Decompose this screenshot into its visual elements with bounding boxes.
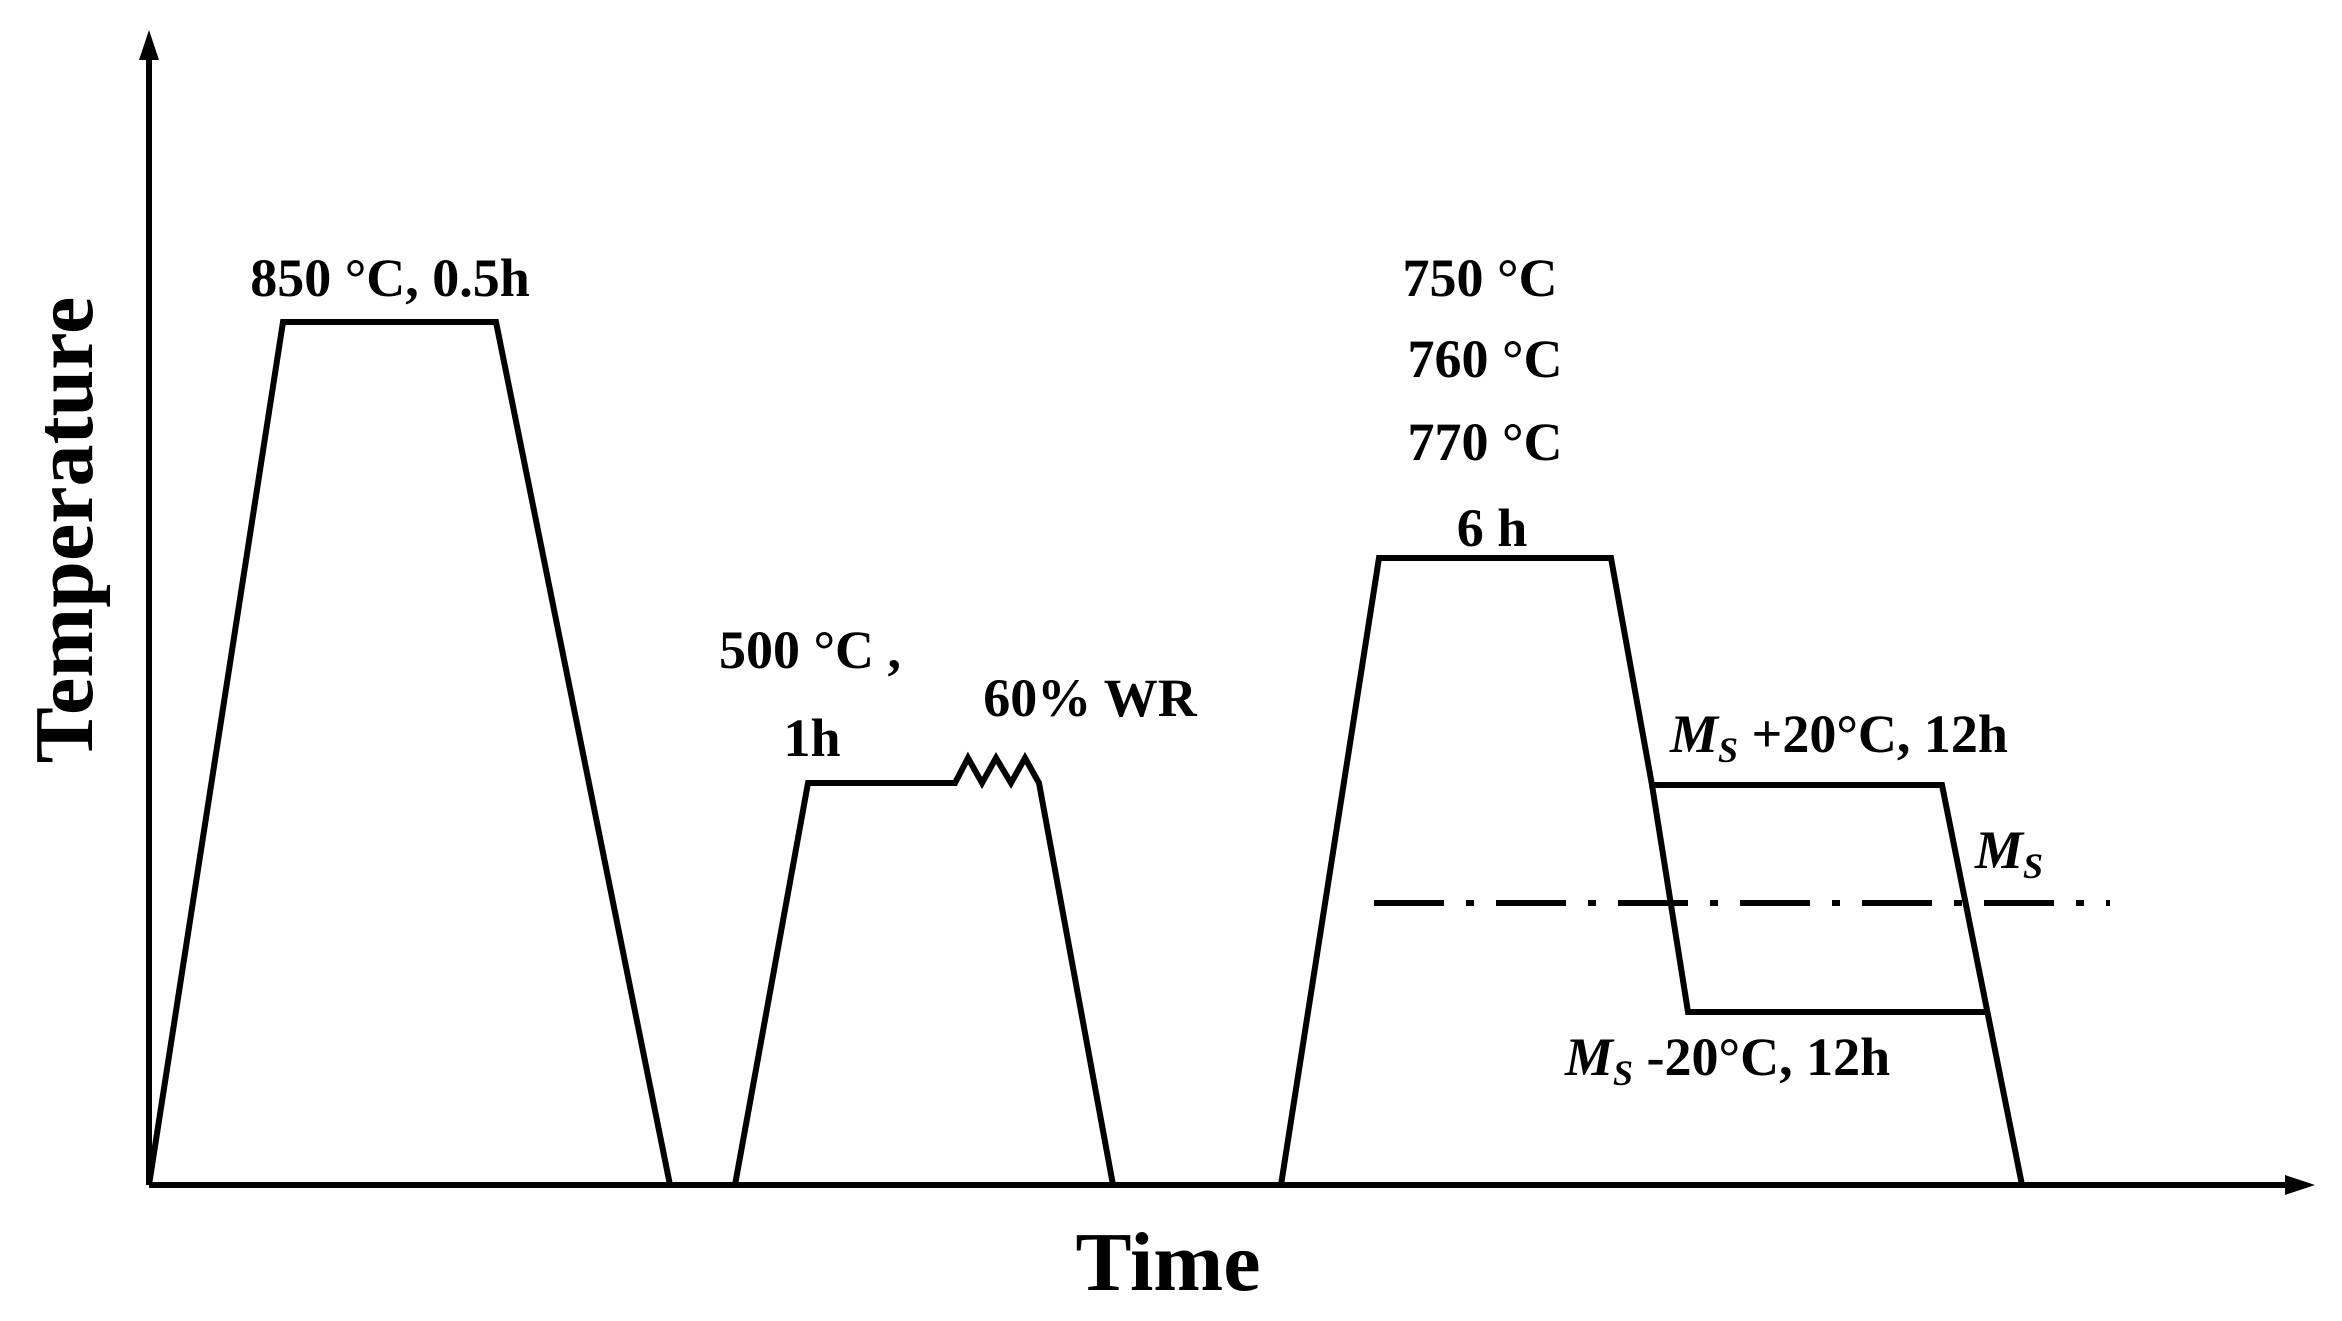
intercritical-profile: [1278, 555, 2025, 1186]
isothermal-above-label: MS +20°C, 12h: [1669, 704, 2008, 770]
warm-roll-time-label: 1h: [783, 708, 840, 768]
y-axis-label: Temperature: [18, 297, 111, 764]
intercritical-temp-1: 750 °C: [1402, 248, 1557, 308]
austenitize-profile: [146, 319, 673, 1186]
isothermal-below-label: MS -20°C, 12h: [1564, 1027, 1890, 1093]
intercritical-time-label: 6 h: [1457, 498, 1528, 558]
warm-roll-reduction-label: 60% WR: [983, 668, 1198, 728]
warm-roll-temp-label: 500 °C ,: [719, 620, 901, 680]
austenitize-label: 850 °C, 0.5h: [250, 248, 530, 308]
y-axis-arrow-icon: [139, 30, 159, 60]
intercritical-temp-3: 770 °C: [1407, 412, 1562, 472]
ms-label: MS: [1974, 820, 2043, 886]
x-axis-arrow-icon: [2285, 1175, 2315, 1195]
x-axis-label: Time: [1075, 1216, 1260, 1309]
warm-roll-profile: [732, 751, 1116, 1186]
isothermal-below-profile: [1649, 784, 1985, 1015]
axes: [139, 30, 2315, 1195]
intercritical-temp-2: 760 °C: [1407, 329, 1562, 389]
